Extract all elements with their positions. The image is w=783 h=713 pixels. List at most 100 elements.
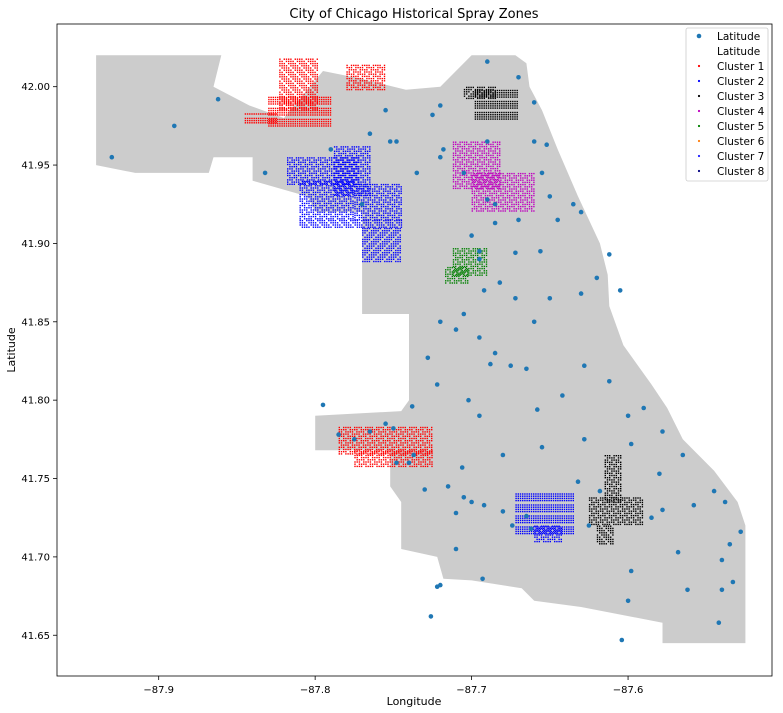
cluster-point: [621, 519, 624, 521]
cluster-point: [393, 192, 396, 195]
cluster-point: [431, 452, 433, 454]
cluster-point: [355, 166, 358, 168]
cluster-point: [369, 214, 372, 217]
cluster-point: [345, 429, 347, 431]
cluster-point: [335, 157, 337, 159]
cluster-point: [603, 532, 605, 534]
cluster-point: [364, 159, 367, 161]
cluster-point: [488, 91, 490, 93]
cluster-point: [572, 497, 574, 500]
cluster-point: [483, 163, 485, 165]
cluster-point: [413, 450, 416, 452]
cluster-point: [312, 73, 314, 76]
cluster-point: [325, 196, 328, 198]
cluster-point: [343, 451, 345, 453]
cluster-point: [371, 453, 373, 455]
cluster-point: [474, 159, 477, 161]
cluster-point: [287, 183, 289, 185]
cluster-point: [396, 216, 398, 219]
cluster-point: [317, 196, 319, 198]
cluster-point: [380, 465, 383, 468]
cluster-point: [320, 170, 322, 172]
cluster-point: [459, 178, 461, 181]
cluster-point: [327, 109, 329, 112]
cluster-point: [353, 168, 356, 170]
cluster-point: [606, 523, 608, 526]
cluster-point: [358, 446, 360, 448]
cluster-point: [424, 446, 426, 448]
cluster-point: [314, 95, 316, 98]
cluster-point: [637, 508, 639, 510]
cluster-point: [420, 446, 422, 448]
cluster-point: [509, 103, 512, 105]
cluster-point: [431, 440, 433, 442]
cluster-point: [615, 472, 617, 474]
cluster-point: [353, 159, 356, 161]
cluster-point: [601, 527, 603, 530]
cluster-point: [548, 526, 550, 528]
cluster-point: [395, 431, 398, 433]
cluster-point: [289, 161, 291, 163]
cluster-point: [346, 161, 348, 163]
cluster-point: [358, 168, 360, 170]
cluster-point: [431, 454, 433, 457]
cluster-point: [552, 517, 555, 519]
cluster-point: [382, 452, 385, 454]
cluster-point: [274, 118, 277, 121]
cluster-point: [361, 88, 364, 91]
cluster-point: [366, 194, 369, 196]
cluster-point: [338, 429, 340, 431]
cluster-point: [306, 180, 308, 183]
cluster-point: [476, 118, 479, 120]
cluster-point: [336, 192, 338, 194]
cluster-point: [353, 82, 355, 84]
cluster-point: [536, 527, 538, 530]
cluster-point: [338, 148, 340, 150]
cluster-point: [533, 515, 535, 517]
cluster-point: [344, 183, 347, 185]
cluster-point: [535, 510, 537, 513]
cluster-point: [503, 92, 505, 94]
cluster-point: [268, 114, 270, 116]
cluster-point: [353, 69, 355, 71]
cluster-point: [530, 499, 533, 502]
cluster-point: [613, 466, 615, 468]
cluster-point: [365, 454, 367, 457]
cluster-point: [352, 226, 354, 228]
cluster-point: [522, 530, 524, 533]
cluster-point: [301, 104, 303, 107]
cluster-point: [385, 456, 387, 459]
cluster-point: [307, 93, 310, 96]
cluster-point: [360, 440, 362, 442]
cluster-point: [355, 174, 358, 177]
cluster-point: [355, 77, 357, 80]
cluster-point: [487, 111, 490, 114]
cluster-point: [561, 504, 563, 506]
cluster-point: [396, 205, 398, 208]
cluster-point: [479, 178, 481, 181]
cluster-point: [314, 103, 316, 105]
cluster-point: [635, 519, 637, 521]
cluster-point: [382, 451, 384, 453]
cluster-point: [617, 506, 619, 508]
cluster-point: [547, 525, 549, 527]
cluster-point: [389, 224, 392, 226]
cluster-point: [479, 156, 481, 159]
cluster-point: [358, 150, 360, 152]
cluster-point: [485, 178, 488, 181]
cluster-point: [632, 497, 635, 499]
cluster-point: [494, 92, 496, 94]
cluster-point: [363, 186, 365, 188]
cluster-point: [352, 180, 354, 183]
cluster-point: [310, 73, 312, 76]
cluster-point: [457, 172, 459, 174]
cluster-point: [566, 517, 568, 519]
cluster-point: [349, 148, 351, 150]
cluster-point: [572, 517, 574, 519]
cluster-point: [555, 517, 557, 519]
cluster-point: [303, 89, 305, 91]
cluster-point: [275, 119, 277, 122]
cluster-point: [397, 247, 399, 249]
cluster-point: [406, 433, 409, 435]
cluster-point: [591, 521, 593, 523]
